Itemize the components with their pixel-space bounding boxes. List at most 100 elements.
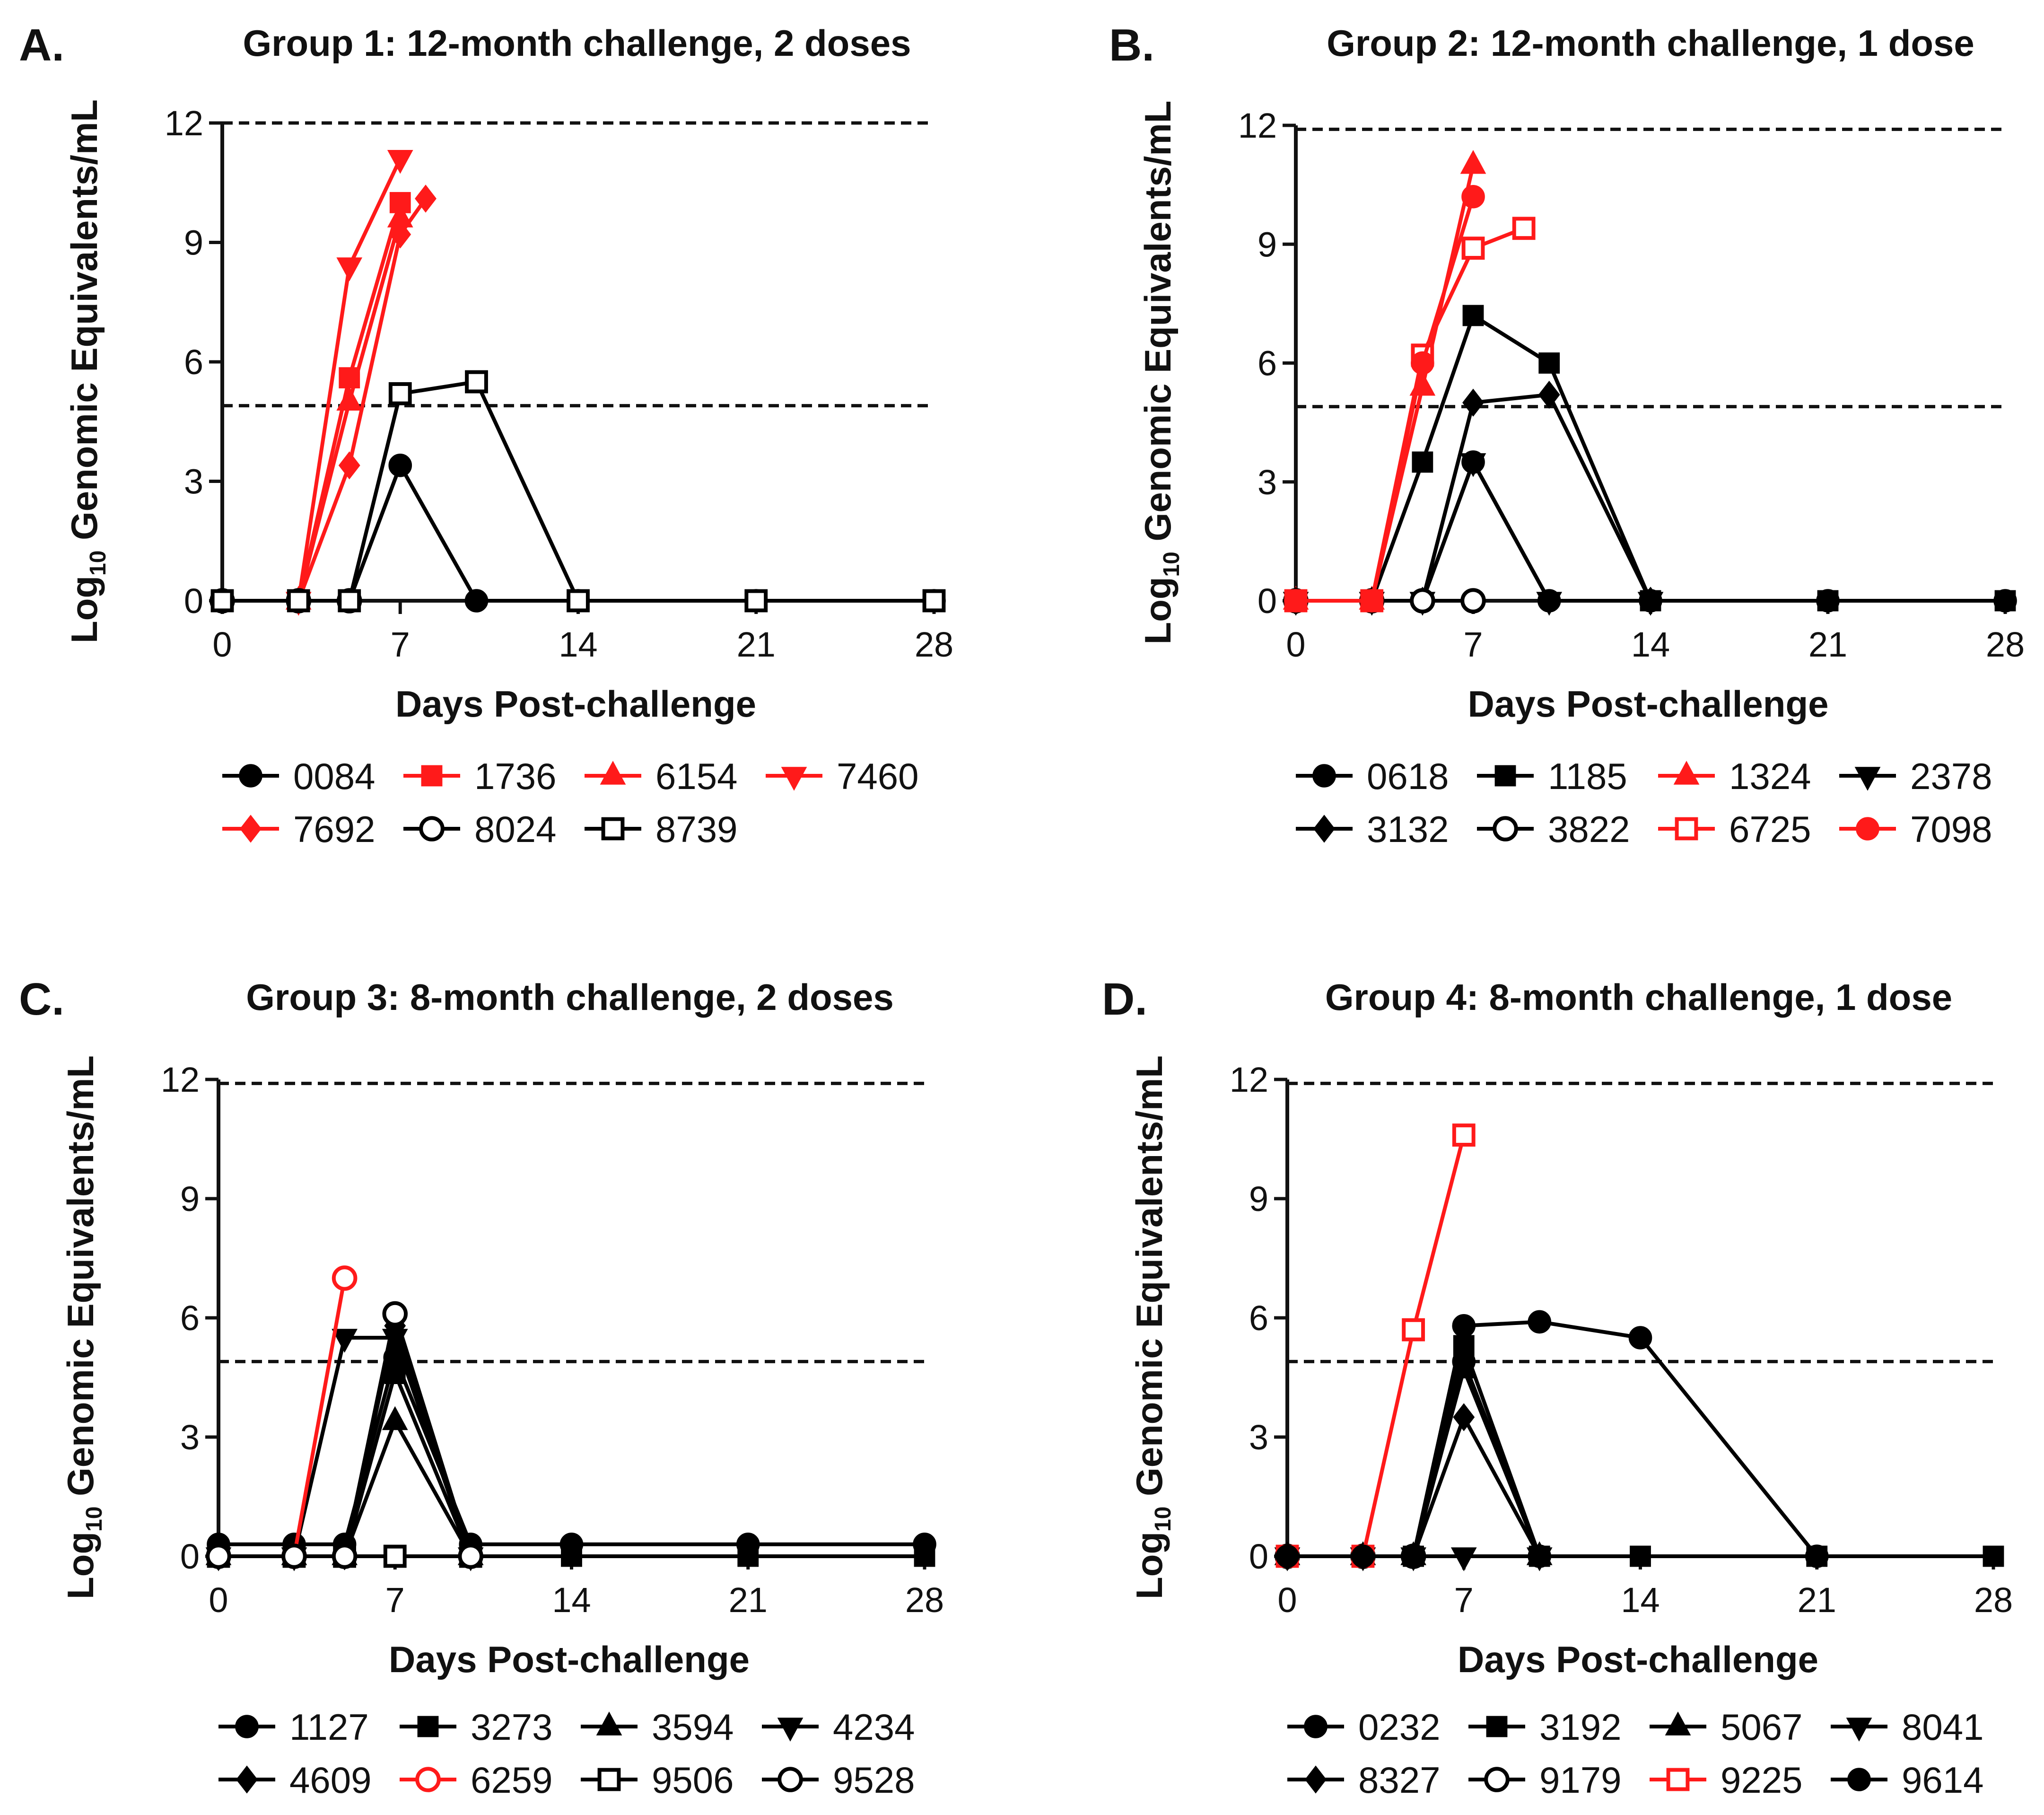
legend-item: 1324 [1658, 755, 1811, 797]
data-point [384, 1363, 406, 1384]
legend-label: 7098 [1910, 808, 1992, 850]
y-axis-label-subscript: 10 [86, 551, 111, 576]
series-line [292, 1278, 347, 1557]
x-tick-label: 14 [1631, 625, 1670, 664]
legend: 1127 3273 3594 4234 4609 6259 9506 9528 [218, 1706, 915, 1801]
data-point [737, 1545, 759, 1567]
legend-label: 9506 [652, 1759, 734, 1801]
data-point [458, 1543, 484, 1569]
data-point [1360, 589, 1384, 613]
y-axis-label-units: Genomic Equivalents/mL [63, 99, 105, 551]
data-point [1460, 453, 1486, 477]
data-point [1412, 451, 1433, 473]
legend-label: 9528 [833, 1759, 915, 1801]
series-7098 [1284, 184, 1485, 613]
legend-marker [1312, 764, 1336, 788]
panel-letter: D. [1102, 974, 1147, 1025]
series-5067 [1274, 1354, 1553, 1565]
data-point [1538, 352, 1560, 374]
data-point [332, 1265, 358, 1291]
y-axis-label-subscript: 10 [82, 1507, 107, 1532]
legend-label: 4234 [833, 1706, 915, 1748]
legend-item: 3132 [1296, 808, 1449, 850]
x-tick-label: 14 [552, 1580, 591, 1620]
legend-marker [236, 1765, 258, 1794]
data-point [1275, 1544, 1299, 1568]
series-line [222, 380, 934, 603]
chart-title: Group 2: 12-month challenge, 1 dose [1327, 22, 1974, 64]
x-tick-label: 7 [1463, 625, 1483, 664]
data-point [338, 451, 360, 480]
legend-label: 0084 [293, 755, 376, 797]
data-point [465, 370, 488, 394]
legend-marker [1484, 1767, 1510, 1792]
data-point [1994, 590, 2016, 612]
x-tick-label: 0 [1277, 1580, 1297, 1620]
series-0084 [210, 454, 946, 613]
legend-label: 9179 [1539, 1759, 1622, 1801]
legend-marker [1486, 1716, 1508, 1737]
y-axis-label: Log10 Genomic Equivalents/mL [1137, 101, 1184, 645]
panel-letter: C. [19, 974, 64, 1025]
legend-item: 4609 [218, 1759, 372, 1801]
legend-item: 3594 [581, 1706, 734, 1748]
data-point [332, 1329, 358, 1353]
series-1185 [1285, 305, 2016, 612]
y-axis-label: Log10 Genomic Equivalents/mL [1128, 1055, 1176, 1599]
y-tick-label: 0 [180, 1537, 200, 1576]
data-point [1528, 1310, 1552, 1334]
chart-title: Group 3: 8-month challenge, 2 doses [246, 976, 894, 1018]
legend-label: 2378 [1910, 755, 1992, 797]
legend-marker [1666, 1768, 1690, 1791]
data-point [1805, 1544, 1829, 1568]
data-point [388, 454, 412, 477]
data-point [415, 184, 437, 213]
data-point [388, 382, 412, 405]
data-point [1450, 1547, 1477, 1571]
legend-label: 3132 [1367, 808, 1449, 850]
data-point [1461, 237, 1485, 260]
legend-marker [1847, 1768, 1871, 1791]
legend-label: 9614 [1902, 1759, 1984, 1801]
legend-label: 3822 [1548, 808, 1630, 850]
series-line [1296, 196, 1475, 603]
y-axis-label: Log10 Genomic Equivalents/mL [63, 99, 111, 643]
x-tick-label: 21 [1808, 625, 1847, 664]
data-point [383, 1544, 407, 1568]
legend-label: 3192 [1539, 1706, 1622, 1748]
y-tick-label: 6 [184, 342, 203, 382]
legend-item: 6154 [585, 755, 738, 797]
data-point [382, 1406, 408, 1430]
data-point [382, 1301, 408, 1327]
legend-marker [239, 764, 262, 788]
x-tick-label: 7 [391, 625, 410, 664]
data-point [1460, 149, 1486, 174]
legend-label: 4609 [289, 1759, 372, 1801]
x-tick-label: 21 [729, 1580, 768, 1620]
legend-item: 6259 [400, 1759, 553, 1801]
legend-item: 1736 [403, 755, 557, 797]
x-tick-label: 21 [1798, 1580, 1836, 1620]
legend-marker [1856, 817, 1879, 841]
data-point [1450, 1354, 1477, 1378]
legend-marker [1493, 816, 1518, 842]
legend-item: 7692 [222, 808, 376, 850]
legend-item: 1185 [1477, 755, 1627, 797]
series-line [1296, 460, 1651, 603]
y-tick-label: 3 [1258, 463, 1277, 502]
series-9528 [206, 1301, 484, 1569]
legend-label: 5067 [1721, 1706, 1803, 1748]
y-tick-label: 12 [161, 1060, 200, 1099]
legend-item: 0084 [222, 755, 376, 797]
x-tick-label: 21 [737, 625, 776, 664]
data-point [1817, 590, 1839, 612]
legend-item: 3822 [1477, 808, 1630, 850]
legend-label: 6259 [471, 1759, 553, 1801]
chart-title: Group 4: 8-month challenge, 1 dose [1325, 976, 1952, 1018]
legend-marker [777, 1767, 803, 1792]
x-tick-label: 28 [905, 1580, 944, 1620]
legend-label: 0232 [1358, 1706, 1441, 1748]
series-line [1296, 460, 2005, 603]
legend-marker [1305, 1765, 1327, 1794]
data-point [1452, 1123, 1476, 1147]
